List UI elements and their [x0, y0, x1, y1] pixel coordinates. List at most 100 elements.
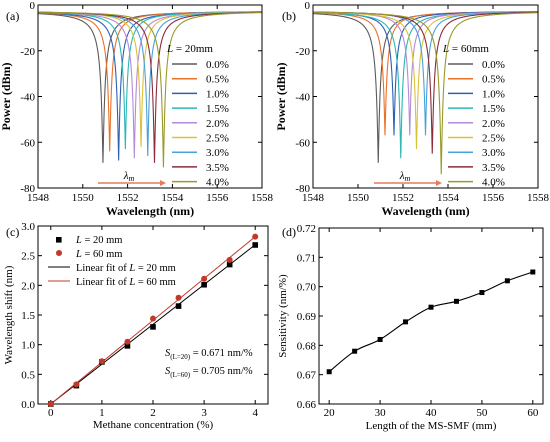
legend-label-0: 0.0%	[206, 59, 229, 71]
legend-label-5: 2.5%	[206, 133, 229, 145]
y-tick-label: 3.0	[21, 221, 35, 233]
y-tick-label: 0.68	[297, 340, 317, 352]
panel-b: 1548 1550 1552 1554 1556 1558 0 -20 -40 -60 -80 Wav…	[274, 0, 550, 218]
x-tick-label: 1552	[117, 192, 139, 204]
legend-label-fit60: Linear fit of L = 60 mm	[76, 277, 176, 288]
point-L60-3	[124, 338, 131, 345]
sensitivity-point-2	[377, 336, 383, 342]
legend-label-4: 2.0%	[482, 118, 505, 130]
x-tick-label: 0	[48, 407, 54, 419]
panel-a: 1548 1550 1552 1554 1556 1558 0 -20 -40 -60 -80 Wav…	[0, 0, 274, 218]
y-axis-label: Wavelength shift (nm)	[3, 265, 15, 364]
y-tick-label: -60	[20, 137, 35, 149]
y-tick-label: 1.0	[21, 340, 35, 352]
panel-label: (c)	[6, 225, 19, 239]
x-tick-label: 30	[375, 407, 387, 419]
x-tick-label: 1552	[392, 192, 414, 204]
panel-c: 0 1 2 3 4 0.0 0.5 1.0 1.5 2.0 2.5 3.0 Methane concen…	[3, 221, 269, 431]
point-L60-7	[226, 256, 233, 263]
legend-marker-L60	[56, 250, 62, 256]
sensitivity-point-5	[453, 298, 459, 304]
legend-label-7: 3.5%	[482, 162, 505, 174]
legend-label-1: 0.5%	[482, 74, 505, 86]
y-tick-label: 2.5	[21, 251, 35, 263]
point-L20-3	[124, 343, 131, 349]
shift-arrow-label: λm	[123, 170, 135, 183]
point-L60-0	[47, 401, 54, 407]
y-tick-label: 2.0	[21, 280, 35, 292]
legend-label-3: 1.5%	[206, 103, 229, 115]
y-axis-label: Sensitivity (nm/%)	[277, 274, 289, 358]
y-tick-label: 0.72	[297, 223, 316, 235]
point-L20-7	[226, 261, 233, 268]
x-axis-label: Methane concentration (%)	[93, 419, 214, 431]
point-L60-8	[252, 233, 259, 240]
panel-label: (d)	[282, 225, 296, 239]
legend-label-0: 0.0%	[482, 59, 505, 71]
x-tick-label: 1	[99, 407, 105, 419]
sensitivity-point-3	[403, 319, 409, 325]
x-tick-label: 1556	[482, 192, 505, 204]
y-tick-label: 1.5	[21, 310, 35, 322]
y-axis-label: Power (dBm)	[274, 62, 288, 130]
y-tick-label: 0	[305, 0, 311, 12]
x-tick-label: 40	[426, 407, 438, 419]
y-tick-label: -20	[20, 46, 35, 58]
legend-label-3: 1.5%	[482, 103, 505, 115]
legend-label-fit20: Linear fit of L = 20 mm	[76, 263, 176, 274]
legend-label-L60: L = 60 mm	[75, 249, 122, 260]
x-tick-label: 1550	[72, 192, 95, 204]
x-axis-label: Wavelength (nm)	[106, 204, 194, 218]
x-tick-label: 1558	[251, 192, 274, 204]
x-tick-label: 20	[324, 407, 336, 419]
legend-label-5: 2.5%	[482, 133, 505, 145]
x-tick-label: 1548	[302, 192, 325, 204]
legend-label-2: 1.0%	[206, 88, 229, 100]
sensitivity-point-4	[428, 304, 434, 310]
panel-d: 20 30 40 50 60 0.66 0.67 0.68 0.69 0.70 0.71 0.72 Le…	[277, 223, 544, 432]
legend-label-L20: L = 20 mm	[75, 235, 122, 246]
spectrum-curves	[38, 11, 262, 168]
y-tick-label: 0.70	[297, 282, 317, 294]
legend-label-7: 3.5%	[206, 162, 229, 174]
x-tick-label: 4	[252, 407, 258, 419]
x-tick-label: 1548	[27, 192, 50, 204]
x-tick-label: 1554	[161, 192, 184, 204]
sensitivity-curve	[328, 271, 533, 373]
y-tick-label: 0.67	[297, 370, 317, 382]
x-tick-label: 2	[150, 407, 156, 419]
x-tick-label: 50	[476, 407, 488, 419]
point-L60-4	[150, 315, 156, 322]
y-tick-label: -60	[295, 137, 310, 149]
sensitivity-point-6	[479, 290, 485, 296]
sensitivity-point-0	[326, 369, 332, 375]
y-tick-label: 0.5	[21, 369, 35, 381]
point-L60-1	[73, 381, 80, 388]
shift-arrow-label: λm	[399, 170, 411, 183]
legend-label-1: 0.5%	[206, 74, 229, 86]
y-tick-label: -20	[295, 46, 310, 58]
spectrum-line-8	[313, 11, 538, 175]
legend-label-4: 2.0%	[206, 118, 229, 130]
point-L20-8	[252, 242, 259, 248]
y-tick-label: 0.69	[297, 311, 317, 323]
legend-label-8: 4.0%	[206, 177, 229, 189]
point-L20-5	[175, 303, 182, 309]
point-L20-6	[201, 281, 207, 288]
point-L60-2	[98, 358, 105, 365]
y-tick-label: -80	[20, 183, 35, 195]
panel-label: (b)	[282, 9, 296, 23]
sensitivity-annotation-L20: S(L=20) = 0.671 nm/%	[165, 348, 253, 361]
legend-label-6: 3.0%	[482, 147, 505, 159]
point-L20-4	[150, 324, 156, 330]
sensitivity-point-1	[352, 348, 358, 354]
y-tick-label: -40	[295, 92, 310, 104]
x-tick-label: 1550	[347, 192, 370, 204]
y-tick-label: 0.71	[297, 252, 316, 264]
x-tick-label: 60	[527, 407, 539, 419]
x-tick-label: 1554	[437, 192, 460, 204]
legend-title: L = 60mm	[442, 43, 489, 55]
legend-title: L = 20mm	[166, 43, 213, 55]
y-tick-label: -80	[295, 183, 310, 195]
